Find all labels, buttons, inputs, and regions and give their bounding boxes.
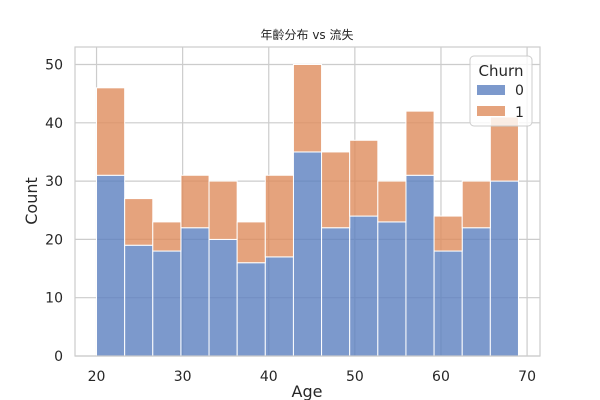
x-tick-label: 20 — [88, 369, 106, 385]
bar-series-0-bin-2 — [152, 250, 182, 357]
x-tick-label: 60 — [432, 369, 450, 385]
bar-series-1-bin-13 — [461, 180, 491, 229]
bar-series-0-bin-11 — [405, 174, 435, 357]
legend-entry-1: 1 — [515, 105, 524, 121]
bar-series-0-bin-12 — [433, 250, 463, 357]
bar-series-1-bin-6 — [264, 174, 294, 258]
bar-series-0-bin-4 — [208, 238, 238, 357]
legend-swatch-0 — [477, 85, 505, 95]
legend-title: Churn — [479, 62, 524, 80]
bar-series-0-bin-8 — [321, 227, 351, 357]
bar-series-0-bin-5 — [236, 262, 266, 357]
x-axis-label: Age — [292, 382, 323, 400]
y-tick-label: 10 — [45, 291, 63, 307]
bar-series-0-bin-7 — [292, 151, 323, 357]
bar-series-0-bin-9 — [349, 215, 379, 357]
bar-series-1-bin-9 — [349, 139, 379, 217]
bar-series-0-bin-0 — [96, 174, 126, 357]
bar-series-1-bin-2 — [152, 221, 182, 252]
bar-series-1-bin-4 — [208, 180, 238, 240]
x-tick-label: 30 — [174, 369, 192, 385]
y-tick-label: 0 — [54, 349, 63, 365]
x-tick-label: 70 — [518, 369, 536, 385]
bar-series-0-bin-10 — [377, 221, 407, 357]
x-tick-label: 50 — [346, 369, 364, 385]
bar-series-1-bin-8 — [321, 151, 351, 229]
legend-swatch-1 — [477, 106, 505, 116]
chart-title: 年齡分布 vs 流失 — [261, 27, 354, 42]
bar-series-1-bin-11 — [405, 110, 435, 176]
y-tick-label: 50 — [45, 57, 63, 73]
bar-series-0-bin-14 — [489, 180, 519, 357]
bar-series-1-bin-7 — [292, 63, 323, 153]
bar-series-1-bin-12 — [433, 215, 463, 252]
bar-series-1-bin-3 — [180, 174, 210, 229]
bars-group — [96, 63, 519, 357]
y-tick-label: 20 — [45, 232, 63, 248]
bar-series-0-bin-6 — [264, 256, 294, 357]
bar-series-0-bin-3 — [180, 227, 210, 357]
x-tick-label: 40 — [260, 369, 278, 385]
bar-series-0-bin-13 — [461, 227, 491, 357]
bar-series-1-bin-14 — [489, 116, 519, 182]
bar-series-1-bin-5 — [236, 221, 266, 264]
legend-entry-0: 0 — [515, 83, 524, 99]
legend: Churn 0 1 — [469, 55, 533, 127]
y-tick-label: 40 — [45, 116, 63, 132]
y-axis-label: Count — [22, 177, 41, 225]
bar-series-1-bin-1 — [124, 198, 154, 246]
bar-series-0-bin-1 — [124, 244, 154, 357]
bar-series-1-bin-10 — [377, 180, 407, 223]
bar-series-1-bin-0 — [96, 87, 126, 176]
plot-frame — [74, 46, 541, 357]
y-tick-label: 30 — [45, 174, 63, 190]
